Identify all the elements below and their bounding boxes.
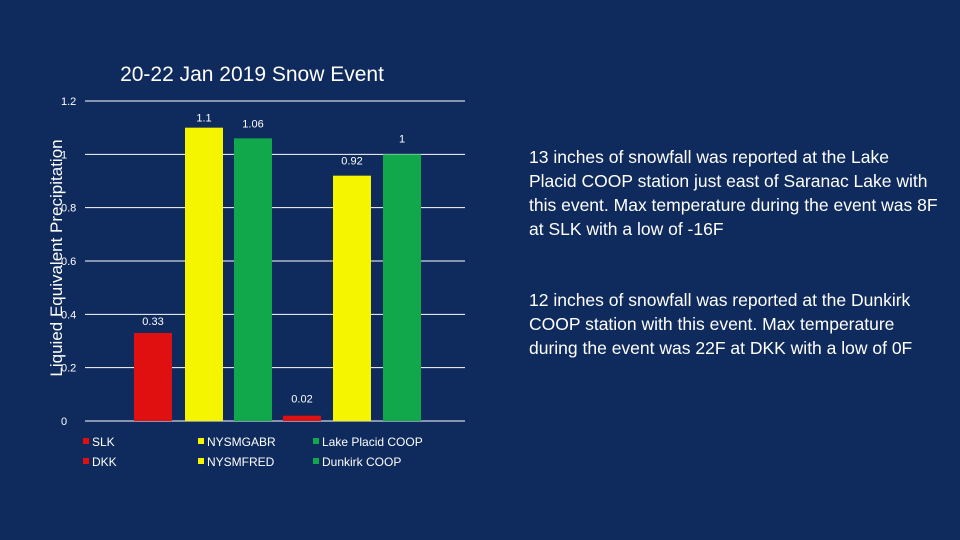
legend-swatch (198, 438, 204, 444)
data-label: 0.92 (341, 156, 362, 168)
y-tick-label: 0.6 (61, 256, 76, 268)
legend-label: DKK (92, 455, 117, 469)
bar-nysmgabr (185, 127, 223, 422)
data-labels: 0.33 1.1 1.06 0.02 0.92 1 (142, 113, 405, 406)
legend-swatch (83, 438, 89, 444)
legend-swatch (83, 458, 89, 464)
chart-title: 20-22 Jan 2019 Snow Event (120, 63, 384, 86)
data-label: 1.06 (242, 118, 263, 130)
bars (134, 127, 421, 422)
note-lake-placid: 13 inches of snowfall was reported at th… (529, 147, 938, 239)
y-tick-label: 0 (61, 416, 67, 428)
data-label: 0.33 (142, 316, 163, 328)
data-label: 0.02 (291, 394, 312, 406)
data-label: 1.1 (196, 113, 211, 125)
y-tick-label: 0.4 (61, 309, 76, 321)
y-axis-ticks: 0 0.2 0.4 0.6 0.8 1 1.2 (61, 96, 76, 428)
bar-dkk (283, 415, 321, 421)
y-tick-label: 1 (61, 149, 67, 161)
bar-lake-placid-coop (234, 138, 272, 422)
legend-label: SLK (92, 435, 115, 449)
bar-slk (134, 333, 172, 421)
note-dunkirk: 12 inches of snowfall was reported at th… (529, 290, 913, 358)
legend-label: Lake Placid COOP (322, 435, 423, 449)
bar-dunkirk-coop (383, 154, 421, 422)
legend: SLK NYSMGABR Lake Placid COOP DKK NYSMFRED Du… (83, 435, 423, 469)
legend-swatch (313, 438, 319, 444)
y-tick-label: 0.2 (61, 363, 76, 375)
legend-label: NYSMFRED (207, 455, 275, 469)
data-label: 1 (399, 133, 405, 145)
bar-nysmfred (333, 175, 371, 421)
y-tick-label: 0.8 (61, 203, 76, 215)
y-axis-label: Liquied Equivalent Precipitation (47, 139, 66, 376)
y-tick-label: 1.2 (61, 96, 76, 108)
legend-label: NYSMGABR (207, 435, 276, 449)
legend-label: Dunkirk COOP (322, 455, 401, 469)
legend-swatch (198, 458, 204, 464)
legend-swatch (313, 458, 319, 464)
